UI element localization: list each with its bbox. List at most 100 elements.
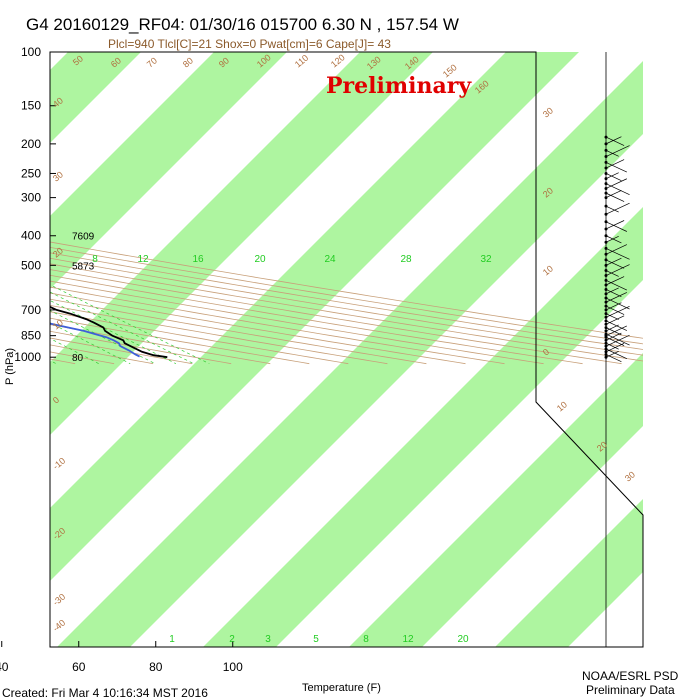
theta-label: 20 <box>541 185 555 199</box>
wind-barb <box>605 220 625 230</box>
theta-label: 10 <box>555 399 569 413</box>
y-tick-label: 850 <box>21 329 41 343</box>
y-tick-label: 250 <box>21 166 41 180</box>
mixing-ratio-bottom-label: 3 <box>265 634 271 645</box>
temperature-line <box>50 305 168 359</box>
y-tick-label: 200 <box>21 137 41 151</box>
dry-adiabat-line <box>50 280 544 365</box>
mixing-ratio-label: 16 <box>192 254 204 265</box>
dry-adiabat-line <box>50 274 583 365</box>
moist-band <box>50 52 579 581</box>
mixing-ratio-line <box>50 284 210 365</box>
height-label: 5873 <box>72 261 95 272</box>
wind-barb <box>605 264 630 276</box>
wind-barb <box>605 313 619 320</box>
wind-barb <box>605 315 625 325</box>
dry-adiabat-line <box>50 330 232 365</box>
moist-band <box>57 61 643 647</box>
mixing-ratio-label: 24 <box>324 254 336 265</box>
y-tick-label: 500 <box>21 258 41 272</box>
y-tick-label: 100 <box>21 45 41 59</box>
moist-band <box>50 52 141 143</box>
mixing-ratio-label: 12 <box>137 254 149 265</box>
x-tick-label: 40 <box>0 660 9 674</box>
wind-barb <box>605 145 630 157</box>
wind-barb <box>605 325 627 336</box>
wind-barb <box>605 248 630 260</box>
theta-label: 20 <box>51 245 65 259</box>
dry-adiabat-line <box>50 304 388 365</box>
theta-label: 90 <box>217 55 231 69</box>
wind-barb <box>605 332 622 341</box>
wind-barb <box>605 162 627 173</box>
wind-barb <box>605 259 625 269</box>
moist-band <box>50 52 287 289</box>
wind-barb <box>605 305 625 315</box>
moist-band <box>349 353 643 647</box>
wind-barb <box>605 257 622 266</box>
theta-label: 30 <box>51 169 65 183</box>
mixing-ratio-bottom-label: 1 <box>169 634 175 645</box>
x-axis-label: Temperature (F) <box>302 682 381 694</box>
wind-barb <box>605 333 630 346</box>
wind-barb <box>605 354 622 363</box>
dry-adiabat-line <box>50 257 643 356</box>
wind-barb <box>605 244 627 255</box>
chart-title: G4 20160129_RF04: 01/30/16 015700 6.30 N… <box>26 15 459 34</box>
wind-barb <box>605 287 619 295</box>
mixing-ratio-bottom-label: 2 <box>229 634 235 645</box>
wind-barb <box>605 270 619 277</box>
wind-barb <box>605 173 622 181</box>
wind-barb <box>605 183 630 195</box>
theta-label: 0 <box>541 347 551 358</box>
theta-label: 40 <box>51 95 65 109</box>
height-label: 80 <box>72 353 84 364</box>
wind-barb <box>605 150 619 157</box>
wind-barb <box>605 292 627 303</box>
height-label: 7609 <box>72 232 95 243</box>
chart-subtitle: Plcl=940 Tlcl[C]=21 Shox=0 Pwat[cm]=6 Ca… <box>108 37 391 51</box>
mixing-ratio-label: 8 <box>92 254 98 265</box>
wind-barb <box>605 276 625 286</box>
credit-preliminary: Preliminary Data <box>586 683 675 697</box>
y-tick-label: 150 <box>21 99 41 113</box>
dry-adiabat-line <box>50 241 643 339</box>
mixing-ratio-label: 32 <box>480 254 492 265</box>
dry-adiabat-line <box>50 337 193 365</box>
theta-label: 30 <box>541 105 555 119</box>
theta-label: 10 <box>541 263 555 277</box>
wind-barb <box>605 172 619 179</box>
dry-adiabats <box>50 241 643 365</box>
y-tick-label: 300 <box>21 191 41 205</box>
dewpoint-line <box>50 322 140 358</box>
preliminary-watermark: Preliminary <box>326 73 472 99</box>
wind-barb <box>605 280 627 291</box>
created-timestamp: Created: Fri Mar 4 10:16:34 MST 2016 <box>2 686 208 700</box>
wind-barb <box>605 342 619 350</box>
dry-adiabat-line <box>50 252 643 350</box>
moist-band <box>50 52 433 435</box>
theta-label: 0 <box>51 395 61 406</box>
x-tick-label: 100 <box>223 660 243 674</box>
theta-label: 20 <box>595 439 609 453</box>
axis-ticks: 1001502002503004005007008501000-20020406… <box>0 45 243 674</box>
frame-outline <box>49 51 644 648</box>
wind-barb <box>605 334 630 347</box>
wind-barb <box>605 190 622 198</box>
wind-barb <box>605 202 630 215</box>
wind-barb <box>605 289 622 297</box>
theta-label: 30 <box>623 469 637 483</box>
wind-barb <box>605 350 619 358</box>
wind-barb <box>605 320 627 331</box>
y-tick-label: 1000 <box>14 350 41 364</box>
mixing-ratio-bottom-label: 5 <box>313 634 319 645</box>
wind-barb <box>605 327 622 336</box>
y-tick-label: 400 <box>21 229 41 243</box>
dry-adiabat-line <box>50 311 349 365</box>
wind-barb <box>605 205 619 213</box>
x-tick-label: 60 <box>72 660 86 674</box>
dry-adiabat-line <box>50 269 622 365</box>
wind-barb <box>605 297 630 310</box>
